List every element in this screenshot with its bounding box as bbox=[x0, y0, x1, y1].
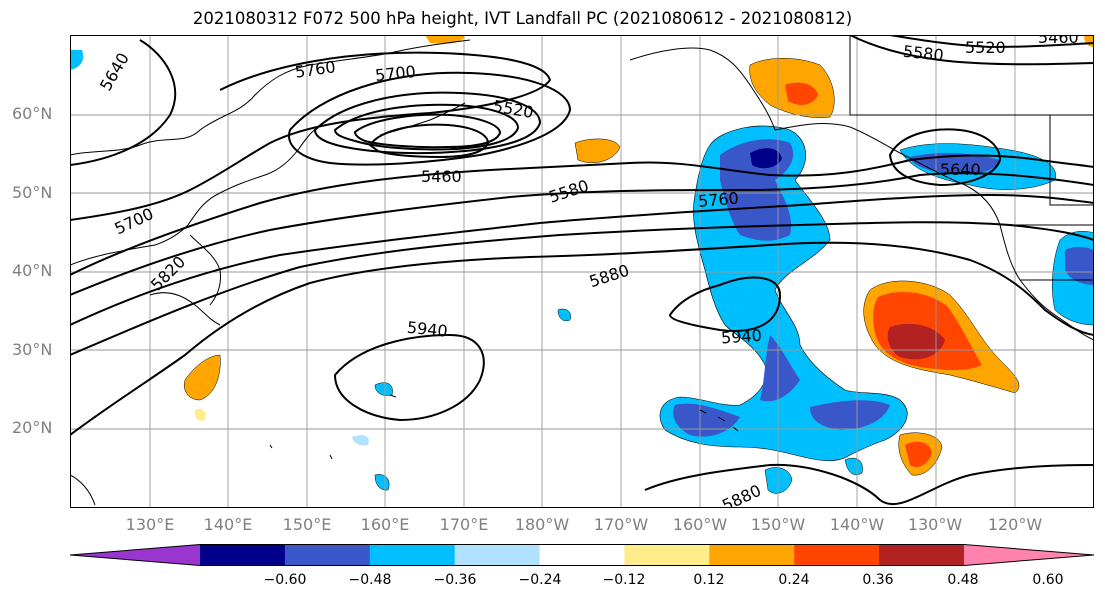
colorbar-segment bbox=[624, 544, 710, 566]
contour-label: 5760 bbox=[697, 188, 739, 210]
colorbar-segment bbox=[539, 544, 625, 566]
colorbar-tick-label: 0.12 bbox=[693, 572, 725, 588]
lon-tick-label: 170°E bbox=[439, 515, 489, 534]
colorbar-segment bbox=[794, 544, 880, 566]
lon-tick-label: 150°E bbox=[282, 515, 332, 534]
lon-tick-label: 140°W bbox=[829, 515, 885, 534]
lon-tick-label: 130°W bbox=[907, 515, 963, 534]
contour-label: 5820 bbox=[147, 252, 189, 294]
contour-label: 5880 bbox=[587, 261, 632, 292]
lon-tick-label: 160°W bbox=[672, 515, 728, 534]
lat-tick-label: 50°N bbox=[12, 183, 53, 202]
lon-tick-label: 180°W bbox=[514, 515, 570, 534]
map-panel: 5640 5760 5700 5520 5460 5580 5700 5820 … bbox=[70, 35, 1094, 508]
colorbar-segment bbox=[200, 544, 286, 566]
colorbar-tick-label: −0.48 bbox=[348, 572, 392, 588]
colorbar-tick-label: 0.24 bbox=[778, 572, 810, 588]
lat-tick-label: 20°N bbox=[12, 418, 53, 437]
contour-label: 5940 bbox=[720, 326, 762, 348]
contour-label: 5460 bbox=[1038, 35, 1079, 47]
contour-label: 5760 bbox=[294, 57, 337, 81]
graticule bbox=[70, 35, 1094, 508]
colorbar-tick-label: −0.24 bbox=[518, 572, 562, 588]
colorbar-segment bbox=[709, 544, 795, 566]
colorbar-extend-low bbox=[70, 544, 200, 566]
colorbar-extend-high bbox=[964, 544, 1094, 566]
colorbar-tick-label: −0.36 bbox=[433, 572, 477, 588]
colorbar-segment bbox=[454, 544, 541, 566]
colorbar-tick-label: 0.48 bbox=[947, 572, 979, 588]
colorbar-tick-label: −0.60 bbox=[263, 572, 307, 588]
coastlines bbox=[70, 35, 1094, 506]
lon-tick-label: 170°W bbox=[593, 515, 649, 534]
contour-label: 5580 bbox=[902, 42, 944, 65]
contour-label: 5580 bbox=[547, 176, 592, 207]
contour-label: 5700 bbox=[374, 62, 416, 85]
colorbar-tick-label: −0.12 bbox=[602, 572, 646, 588]
ivt-positive-region bbox=[184, 35, 1094, 476]
colorbar-segment bbox=[879, 544, 965, 566]
contour-label: 5640 bbox=[940, 160, 981, 179]
contour-label: 5640 bbox=[96, 49, 133, 94]
contour-label: 5520 bbox=[965, 38, 1006, 57]
colorbar-segment bbox=[369, 544, 456, 566]
colorbar-tick-label: 0.60 bbox=[1032, 572, 1064, 588]
lon-tick-label: 130°E bbox=[125, 515, 175, 534]
lon-tick-label: 150°W bbox=[750, 515, 806, 534]
contour-label: 5460 bbox=[421, 167, 462, 186]
colorbar-tick-label: 0.36 bbox=[862, 572, 894, 588]
map-canvas: 5640 5760 5700 5520 5460 5580 5700 5820 … bbox=[70, 35, 1094, 508]
lat-tick-label: 40°N bbox=[12, 261, 53, 280]
lon-tick-label: 140°E bbox=[203, 515, 253, 534]
lat-tick-label: 30°N bbox=[12, 340, 53, 359]
contour-label: 5520 bbox=[492, 96, 535, 122]
lon-tick-label: 120°W bbox=[987, 515, 1043, 534]
colorbar-segment bbox=[284, 544, 371, 566]
contour-label: 5880 bbox=[719, 481, 764, 508]
height-contours bbox=[70, 35, 1094, 506]
colorbar bbox=[70, 544, 1094, 566]
lat-tick-label: 60°N bbox=[12, 104, 53, 123]
lon-tick-label: 160°E bbox=[360, 515, 410, 534]
map-title: 2021080312 F072 500 hPa height, IVT Land… bbox=[192, 9, 853, 28]
contour-label: 5940 bbox=[406, 318, 448, 341]
